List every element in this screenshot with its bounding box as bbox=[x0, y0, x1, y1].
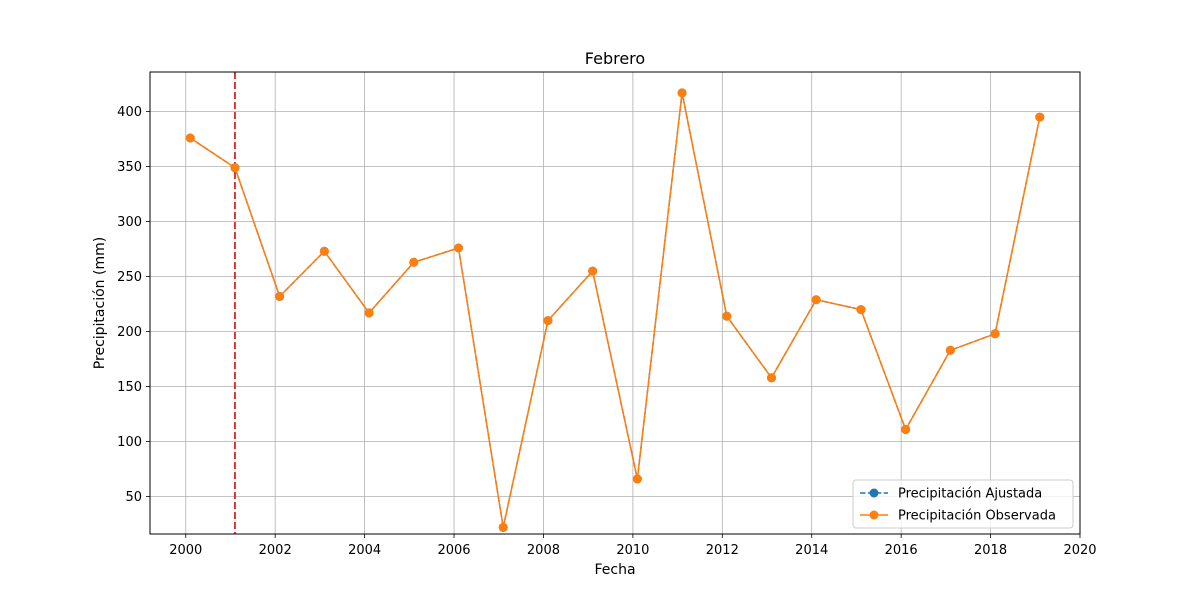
x-tick-label: 2006 bbox=[437, 543, 470, 558]
plot-frame bbox=[149, 71, 1081, 535]
data-point bbox=[945, 345, 955, 355]
y-axis: 50 100 150 200 250 300 350 400 bbox=[117, 105, 150, 505]
x-tick-label: 2010 bbox=[616, 543, 649, 558]
data-point bbox=[275, 291, 285, 301]
legend-label-ajustada: Precipitación Ajustada bbox=[898, 487, 1042, 502]
data-point bbox=[766, 373, 776, 383]
data-point bbox=[990, 329, 1000, 339]
x-tick-label: 2012 bbox=[706, 543, 739, 558]
x-tick-label: 2004 bbox=[348, 543, 381, 558]
y-tick-label: 350 bbox=[117, 160, 142, 175]
x-tick-label: 2008 bbox=[527, 543, 560, 558]
y-tick-label: 150 bbox=[117, 380, 142, 395]
data-point bbox=[319, 246, 329, 256]
data-point bbox=[230, 163, 240, 173]
x-tick-label: 2020 bbox=[1063, 543, 1096, 558]
legend-marker-observada bbox=[869, 510, 879, 520]
data-point bbox=[185, 133, 195, 143]
data-point bbox=[811, 295, 821, 305]
series-layer bbox=[185, 88, 1045, 532]
x-tick-label: 2016 bbox=[885, 543, 918, 558]
data-point bbox=[677, 88, 687, 98]
series-line bbox=[189, 92, 1041, 529]
data-point bbox=[1035, 112, 1045, 122]
data-point bbox=[409, 257, 419, 267]
series-1 bbox=[185, 88, 1045, 532]
chart-title: Febrero bbox=[585, 49, 645, 68]
data-point bbox=[632, 474, 642, 484]
legend-marker-ajustada bbox=[869, 488, 879, 498]
x-axis: 2000 2002 2004 2006 2008 2010 2012 2014 2016 2018… bbox=[169, 534, 1097, 558]
data-point bbox=[856, 305, 866, 315]
data-point bbox=[901, 425, 911, 434]
data-point bbox=[722, 311, 732, 321]
x-tick-label: 2002 bbox=[259, 543, 292, 558]
legend: Precipitación Ajustada Precipitación Obs… bbox=[852, 479, 1074, 529]
x-tick-label: 2018 bbox=[974, 543, 1007, 558]
y-tick-label: 100 bbox=[117, 435, 142, 450]
data-point bbox=[454, 243, 464, 253]
legend-label-observada: Precipitación Observada bbox=[898, 509, 1056, 524]
y-tick-label: 50 bbox=[125, 490, 142, 505]
y-tick-label: 300 bbox=[117, 215, 142, 230]
x-tick-label: 2000 bbox=[169, 543, 202, 558]
data-point bbox=[498, 522, 508, 532]
y-tick-label: 400 bbox=[117, 105, 142, 120]
x-tick-label: 2014 bbox=[795, 543, 828, 558]
y-tick-label: 200 bbox=[117, 325, 142, 340]
x-axis-title: Fecha bbox=[594, 562, 635, 578]
legend-box bbox=[852, 479, 1074, 529]
data-point bbox=[543, 316, 553, 326]
data-point bbox=[588, 266, 598, 276]
y-axis-title: Precipitación (mm) bbox=[92, 237, 108, 369]
y-tick-label: 250 bbox=[117, 270, 142, 285]
data-point bbox=[364, 308, 374, 318]
